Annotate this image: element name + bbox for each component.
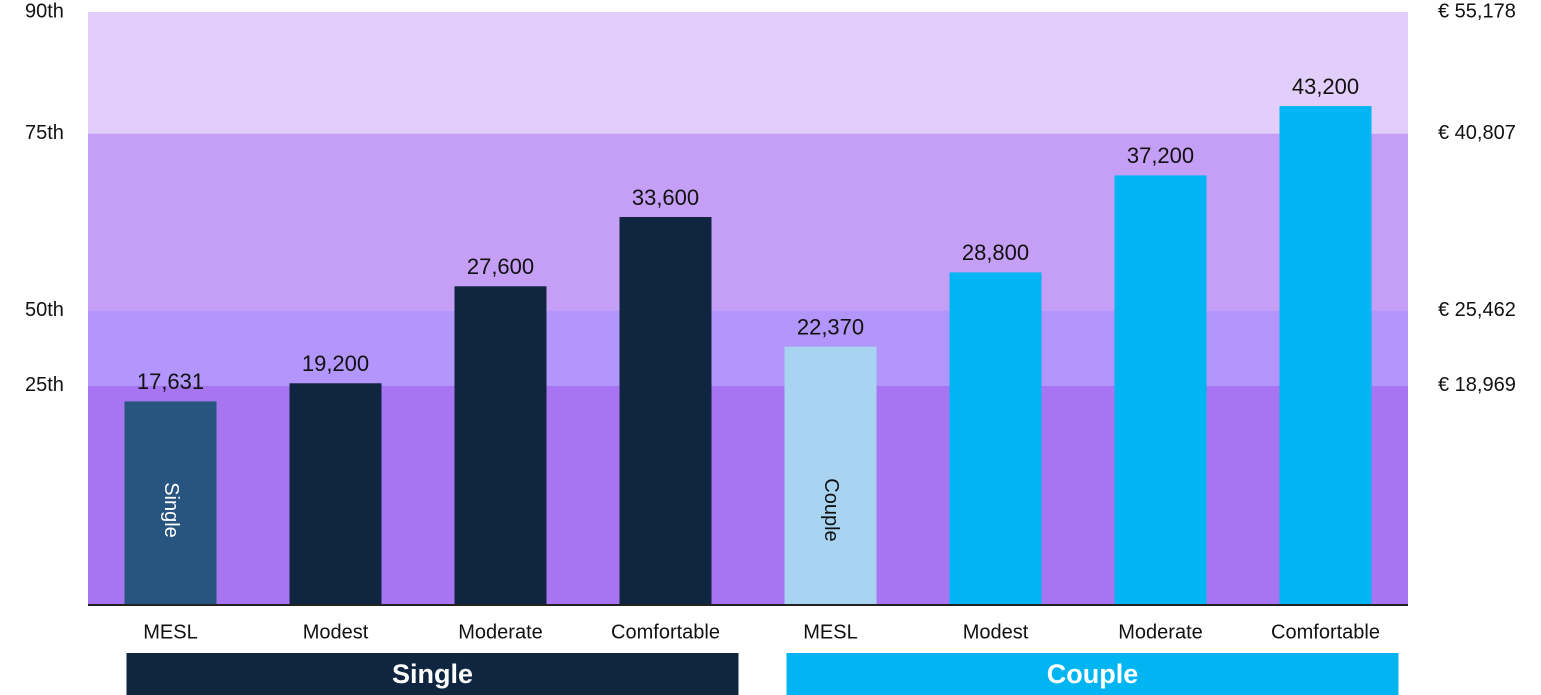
bar xyxy=(619,216,712,605)
value-label: 43,200 xyxy=(1292,74,1359,99)
x-tick-label: Modest xyxy=(303,621,369,643)
band-value-label: € 18,969 xyxy=(1438,374,1516,396)
group-label: Couple xyxy=(1047,659,1139,689)
band-value-label: € 25,462 xyxy=(1438,299,1516,321)
band-value-label: € 40,807 xyxy=(1438,122,1516,144)
value-label: 17,631 xyxy=(137,369,204,394)
percentile-band xyxy=(88,385,1408,605)
band-name: 75th xyxy=(25,122,64,144)
bar xyxy=(124,401,217,605)
bar xyxy=(1279,106,1372,605)
group-box xyxy=(786,653,1399,695)
value-label: 33,600 xyxy=(632,185,699,210)
bar-inner-label: Couple xyxy=(820,478,842,541)
value-label: 37,200 xyxy=(1127,143,1194,168)
x-tick-label: Moderate xyxy=(1118,621,1203,643)
band-value-label: € 55,178 xyxy=(1438,0,1516,22)
value-label: 19,200 xyxy=(302,351,369,376)
value-label: 28,800 xyxy=(962,240,1029,265)
x-tick-label: Comfortable xyxy=(611,621,720,643)
x-tick-label: Modest xyxy=(963,621,1029,643)
band-name: 25th xyxy=(25,374,64,396)
group-label: Single xyxy=(392,659,473,689)
bar xyxy=(784,346,877,605)
bar xyxy=(289,383,382,605)
x-tick-label: Comfortable xyxy=(1271,621,1380,643)
x-tick-label: MESL xyxy=(803,621,857,643)
bar xyxy=(454,286,547,605)
band-name: 90th xyxy=(25,0,64,22)
x-tick-label: MESL xyxy=(143,621,197,643)
x-tick-label: Moderate xyxy=(458,621,543,643)
band-name: 50th xyxy=(25,299,64,321)
value-label: 22,370 xyxy=(797,314,864,339)
group-box xyxy=(126,653,739,695)
bar xyxy=(949,272,1042,605)
value-label: 27,600 xyxy=(467,254,534,279)
bar-inner-label: Single xyxy=(160,482,182,538)
bar xyxy=(1114,175,1207,605)
